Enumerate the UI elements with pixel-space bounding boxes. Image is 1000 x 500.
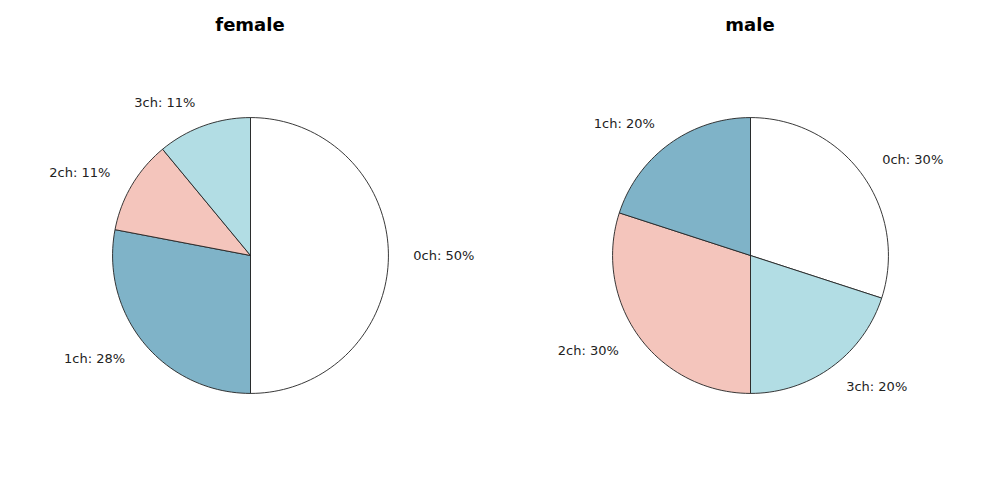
svg-text:2ch: 30%: 2ch: 30% (558, 343, 619, 358)
svg-text:3ch: 20%: 3ch: 20% (846, 379, 907, 394)
svg-text:1ch: 20%: 1ch: 20% (594, 116, 655, 131)
html-text:female: female (215, 14, 285, 35)
html-text:male: male (725, 14, 775, 35)
svg-text:0ch: 30%: 0ch: 30% (882, 152, 943, 167)
svg-text:0ch: 50%: 0ch: 50% (413, 248, 474, 263)
svg-text:1ch: 28%: 1ch: 28% (64, 351, 125, 366)
svg-text:2ch: 11%: 2ch: 11% (49, 165, 110, 180)
svg-text:3ch: 11%: 3ch: 11% (134, 95, 195, 110)
